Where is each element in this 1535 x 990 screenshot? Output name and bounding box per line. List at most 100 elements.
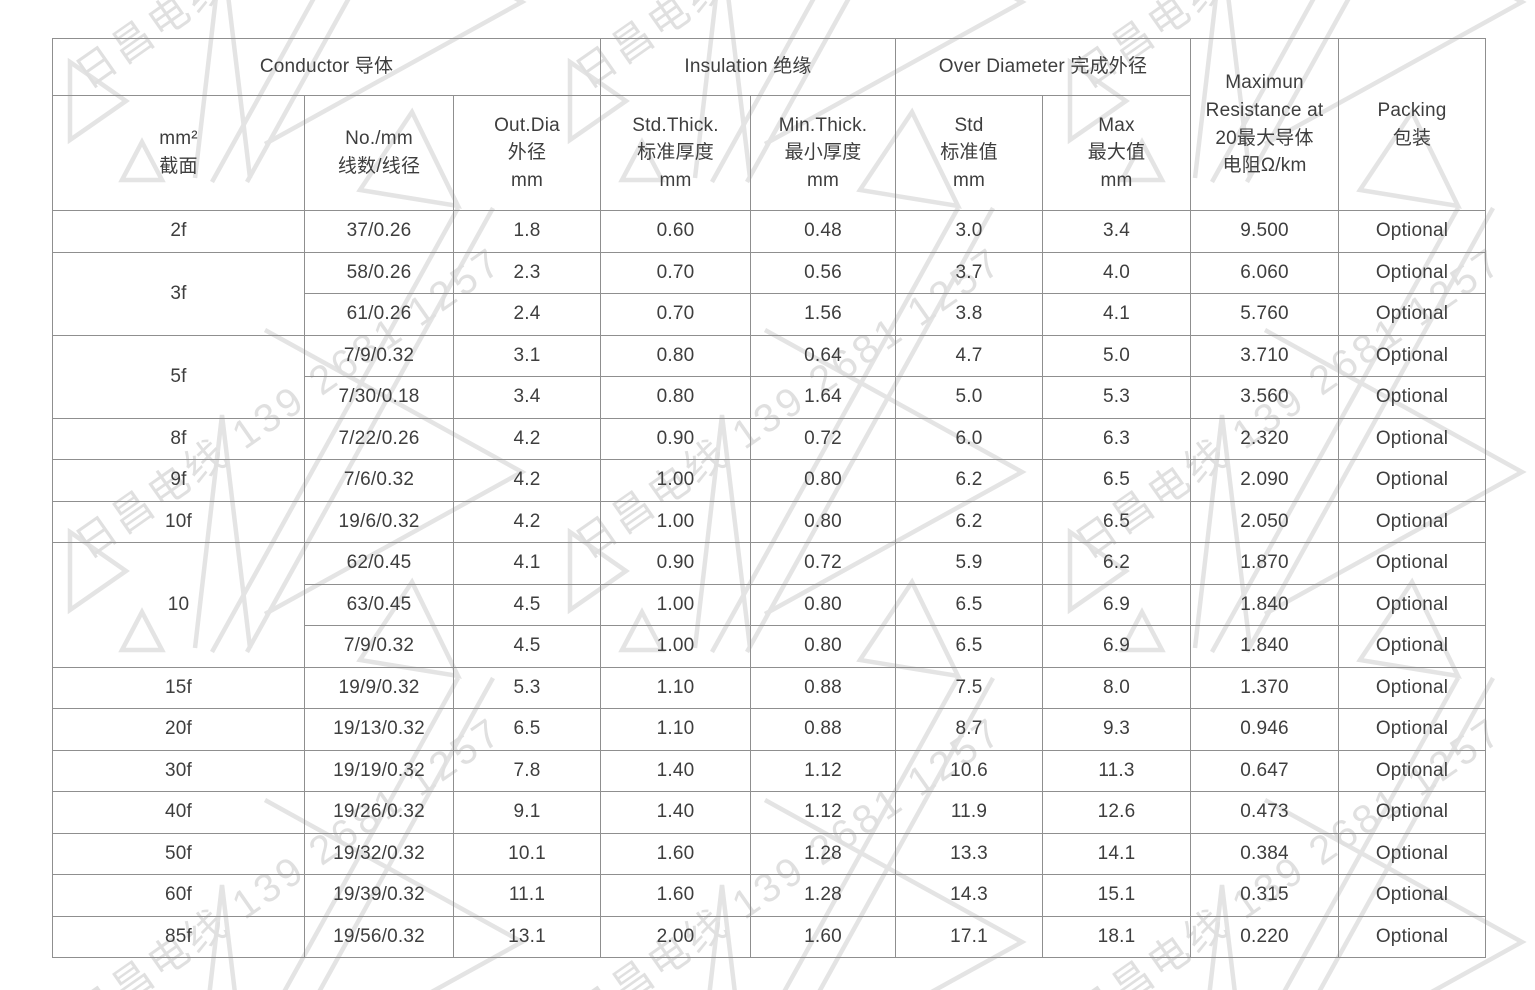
table-cell: 5.3 bbox=[1041, 376, 1192, 419]
table-cell: Optional bbox=[1338, 874, 1487, 917]
table-cell: 3.4 bbox=[1041, 210, 1192, 253]
table-cell: 14.1 bbox=[1041, 832, 1192, 875]
table-cell: 6.3 bbox=[1041, 417, 1192, 460]
table-cell: Optional bbox=[1338, 251, 1487, 294]
table-cell: 19/13/0.32 bbox=[304, 708, 454, 751]
size-cell: 60f bbox=[52, 874, 305, 917]
table-cell: 1.00 bbox=[600, 625, 751, 668]
table-cell: 1.00 bbox=[600, 583, 751, 626]
table-row: 30f 19/19/0.32 7.8 1.40 1.12 10.6 11.3 0.647 Opt… bbox=[52, 749, 1487, 792]
size-cell: 5f bbox=[52, 334, 305, 419]
table-cell: 18.1 bbox=[1041, 915, 1192, 958]
table-row: 5f 7/9/0.32 3.1 0.80 0.64 4.7 5.0 3.710 Optional bbox=[52, 334, 1487, 419]
table-cell: 10.1 bbox=[453, 832, 601, 875]
table-cell: 37/0.26 bbox=[304, 210, 454, 253]
table-cell: Optional bbox=[1338, 542, 1487, 585]
table-cell: 1.840 bbox=[1190, 625, 1340, 668]
table-cell: 0.90 bbox=[600, 542, 751, 585]
size-cell: 9f bbox=[52, 459, 305, 502]
table-cell: 5.0 bbox=[1041, 334, 1192, 377]
table-cell: 2.00 bbox=[600, 915, 751, 958]
table-cell: Optional bbox=[1338, 832, 1487, 875]
table-row: 9f 7/6/0.32 4.2 1.00 0.80 6.2 6.5 2.090 Optional bbox=[52, 459, 1487, 502]
table-cell: 7/9/0.32 bbox=[304, 334, 454, 377]
table-cell: 0.48 bbox=[750, 210, 896, 253]
table-cell: 6.2 bbox=[895, 459, 1043, 502]
table-cell: 63/0.45 bbox=[304, 583, 454, 626]
table-cell: 7.8 bbox=[453, 749, 601, 792]
table-cell: 1.28 bbox=[750, 832, 896, 875]
table-body: 2f 37/0.26 1.8 0.60 0.48 3.0 3.4 9.500 Optional 3… bbox=[52, 210, 1487, 958]
table-cell: 1.8 bbox=[453, 210, 601, 253]
table-cell: 17.1 bbox=[895, 915, 1043, 958]
size-cell: 40f bbox=[52, 791, 305, 834]
table-cell: 1.60 bbox=[600, 874, 751, 917]
table-cell: 0.384 bbox=[1190, 832, 1340, 875]
table-cell: 61/0.26 bbox=[304, 293, 454, 336]
table-cell: 2.4 bbox=[453, 293, 601, 336]
table-cell: 0.473 bbox=[1190, 791, 1340, 834]
table-cell: 8.0 bbox=[1041, 666, 1192, 709]
column-header-resistance: Maximun Resistance at 20最大导体 电阻Ω/km bbox=[1190, 38, 1340, 211]
table-cell: 3.0 bbox=[895, 210, 1043, 253]
table-cell: 2.320 bbox=[1190, 417, 1340, 460]
table-cell: 0.80 bbox=[600, 334, 751, 377]
table-cell: 19/19/0.32 bbox=[304, 749, 454, 792]
table-row: 40f 19/26/0.32 9.1 1.40 1.12 11.9 12.6 0.473 Opt… bbox=[52, 791, 1487, 834]
table-cell: 3.7 bbox=[895, 251, 1043, 294]
table-cell: 9.3 bbox=[1041, 708, 1192, 751]
table-cell: 5.9 bbox=[895, 542, 1043, 585]
table-cell: 7.5 bbox=[895, 666, 1043, 709]
table-cell: 0.946 bbox=[1190, 708, 1340, 751]
column-header-4: Min.Thick. 最小厚度 mm bbox=[750, 95, 896, 211]
column-header-2: Out.Dia 外径 mm bbox=[453, 95, 601, 211]
table-cell: 0.315 bbox=[1190, 874, 1340, 917]
size-cell: 8f bbox=[52, 417, 305, 460]
table-header: Conductor 导体 Insulation 绝缘 Over Diameter 完… bbox=[52, 38, 1487, 211]
table-cell: Optional bbox=[1338, 791, 1487, 834]
table-cell: 6.5 bbox=[1041, 500, 1192, 543]
table-cell: 1.12 bbox=[750, 791, 896, 834]
table-cell: 1.28 bbox=[750, 874, 896, 917]
table-cell: Optional bbox=[1338, 666, 1487, 709]
table-cell: 4.1 bbox=[453, 542, 601, 585]
table-cell: 1.370 bbox=[1190, 666, 1340, 709]
table-cell: Optional bbox=[1338, 708, 1487, 751]
table-cell: 1.870 bbox=[1190, 542, 1340, 585]
size-cell: 10 bbox=[52, 542, 305, 668]
table-row: 10f 19/6/0.32 4.2 1.00 0.80 6.2 6.5 2.050 Option… bbox=[52, 500, 1487, 543]
table-cell: 5.3 bbox=[453, 666, 601, 709]
table-cell: 19/6/0.32 bbox=[304, 500, 454, 543]
table-cell: 1.00 bbox=[600, 500, 751, 543]
table-cell: 0.90 bbox=[600, 417, 751, 460]
table-cell: Optional bbox=[1338, 583, 1487, 626]
table-cell: 13.1 bbox=[453, 915, 601, 958]
table-cell: 4.0 bbox=[1041, 251, 1192, 294]
table-row: 10 62/0.45 4.1 0.90 0.72 5.9 6.2 1.870 Optional bbox=[52, 542, 1487, 668]
table-cell: 6.5 bbox=[895, 625, 1043, 668]
table-cell: 6.0 bbox=[895, 417, 1043, 460]
table-cell: Optional bbox=[1338, 293, 1487, 336]
table-cell: 6.9 bbox=[1041, 583, 1192, 626]
table-cell: 4.7 bbox=[895, 334, 1043, 377]
table-cell: Optional bbox=[1338, 334, 1487, 377]
table-cell: 0.88 bbox=[750, 666, 896, 709]
table-cell: Optional bbox=[1338, 625, 1487, 668]
size-cell: 20f bbox=[52, 708, 305, 751]
table-cell: Optional bbox=[1338, 500, 1487, 543]
table-cell: 1.64 bbox=[750, 376, 896, 419]
table-cell: 0.72 bbox=[750, 417, 896, 460]
table-cell: 4.5 bbox=[453, 625, 601, 668]
table-cell: 0.88 bbox=[750, 708, 896, 751]
table-cell: 15.1 bbox=[1041, 874, 1192, 917]
table-cell: 8.7 bbox=[895, 708, 1043, 751]
table-cell: Optional bbox=[1338, 915, 1487, 958]
table-row: 85f 19/56/0.32 13.1 2.00 1.60 17.1 18.1 0.220 Op… bbox=[52, 915, 1487, 958]
table-cell: 4.5 bbox=[453, 583, 601, 626]
table-cell: Optional bbox=[1338, 459, 1487, 502]
column-header-packing: Packing 包装 bbox=[1338, 38, 1487, 211]
table-cell: 1.60 bbox=[750, 915, 896, 958]
table-cell: Optional bbox=[1338, 210, 1487, 253]
size-cell: 10f bbox=[52, 500, 305, 543]
table-cell: 5.760 bbox=[1190, 293, 1340, 336]
